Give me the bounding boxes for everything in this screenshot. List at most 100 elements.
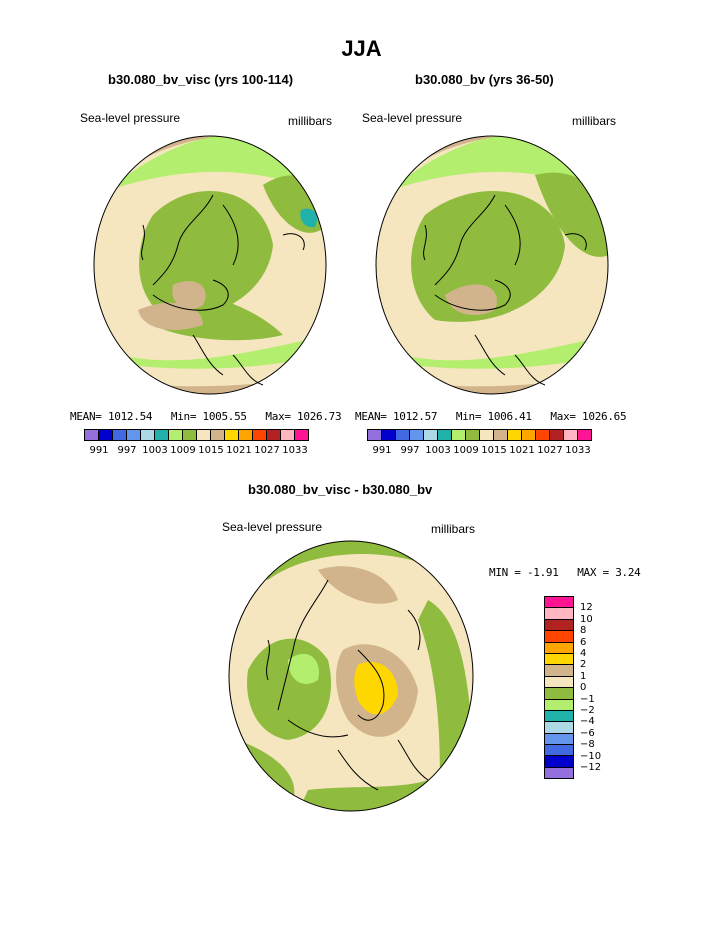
labelbar-tick-label: 1027 xyxy=(254,445,280,456)
diff-max: 3.24 xyxy=(615,566,641,579)
panel1-max-label: Max= xyxy=(265,410,291,423)
panel1-min-label: Min= xyxy=(170,410,197,423)
labelbar-swatch xyxy=(140,429,155,441)
diff-labelbar-tick-label: −4 xyxy=(580,716,595,728)
labelbar-swatch xyxy=(465,429,480,441)
labelbar-tick-label: 1009 xyxy=(170,445,196,456)
labelbar-tick-label: 1015 xyxy=(198,445,224,456)
labelbar-tick-label: 1021 xyxy=(509,445,535,456)
diff-labelbar-tick-label: 8 xyxy=(580,625,587,637)
labelbar-swatch xyxy=(168,429,183,441)
diff-min-label: MIN = xyxy=(489,566,521,579)
diff-labelbar-tick-label: 12 xyxy=(580,602,593,614)
labelbar-panel2-ticks: 991 997 1003 1009 1015 1021 1027 1033 xyxy=(368,445,608,459)
labelbar-swatch xyxy=(367,429,382,441)
panel2-max-label: Max= xyxy=(550,410,576,423)
labelbar-swatch xyxy=(479,429,494,441)
map-diff xyxy=(228,540,474,812)
labelbar-swatch xyxy=(507,429,522,441)
panel2-mean-label: MEAN= xyxy=(355,410,387,423)
labelbar-swatch xyxy=(266,429,281,441)
diff-labelbar-tick-label: 0 xyxy=(580,682,587,694)
labelbar-swatch xyxy=(451,429,466,441)
labelbar-swatch xyxy=(563,429,578,441)
diff-units: millibars xyxy=(431,522,476,536)
labelbar-swatch xyxy=(154,429,169,441)
labelbar-tick-label: 991 xyxy=(372,445,392,456)
panel2-stats: MEAN= 1012.57 Min= 1006.41 Max= 1026.65 xyxy=(355,410,627,423)
labelbar-tick-label: 1021 xyxy=(226,445,252,456)
diff-labelbar-tick-label: 1 xyxy=(580,670,587,682)
panel1-variable: Sea-level pressure xyxy=(80,111,181,125)
panel2-units: millibars xyxy=(572,114,617,128)
diff-labelbar-ticks: 12 10 8 6 4 2 1 0 −1 −2 −4 −6 −8 −10 −12 xyxy=(580,597,620,807)
labelbar-swatch xyxy=(395,429,410,441)
labelbar-tick-label: 997 xyxy=(400,445,420,456)
panel1-mean: 1012.54 xyxy=(107,410,153,423)
labelbar-swatch xyxy=(98,429,113,441)
diff-variable: Sea-level pressure xyxy=(222,520,323,534)
labelbar-tick-label: 997 xyxy=(117,445,137,456)
panel2-mean: 1012.57 xyxy=(392,410,438,423)
labelbar-swatch xyxy=(549,429,564,441)
panel1-units: millibars xyxy=(288,114,333,128)
labelbar-swatch xyxy=(493,429,508,441)
panel2-variable: Sea-level pressure xyxy=(362,111,463,125)
labelbar-swatch xyxy=(577,429,592,441)
diff-labelbar-tick-label: −10 xyxy=(580,750,602,762)
diff-labelbar-tick-label: −2 xyxy=(580,705,595,716)
diff-labelbar-tick-label: −8 xyxy=(580,739,595,751)
labelbar-panel1-ticks: 991 997 1003 1009 1015 1021 1027 1033 xyxy=(85,445,325,459)
panel2-min-label: Min= xyxy=(455,410,482,423)
panel2-max: 1026.65 xyxy=(582,410,627,423)
diff-labelbar xyxy=(544,596,574,780)
labelbar-panel1 xyxy=(84,429,309,441)
panel2-title: b30.080_bv (yrs 36-50) xyxy=(415,72,554,87)
labelbar-swatch xyxy=(409,429,424,441)
labelbar-tick-label: 1015 xyxy=(481,445,507,456)
labelbar-swatch xyxy=(84,429,99,441)
labelbar-swatch xyxy=(182,429,197,441)
diff-labelbar-swatch xyxy=(544,766,574,780)
labelbar-tick-label: 1009 xyxy=(453,445,479,456)
labelbar-swatch xyxy=(224,429,239,441)
map-panel2 xyxy=(375,135,609,395)
diff-min: -1.91 xyxy=(526,566,559,579)
labelbar-swatch xyxy=(521,429,536,441)
panel2-min: 1006.41 xyxy=(487,410,533,423)
labelbar-swatch xyxy=(210,429,225,441)
diff-labelbar-tick-label: 2 xyxy=(580,659,587,671)
labelbar-tick-label: 1003 xyxy=(142,445,168,456)
labelbar-swatch xyxy=(423,429,438,441)
labelbar-tick-label: 1033 xyxy=(282,445,308,456)
labelbar-swatch xyxy=(535,429,550,441)
labelbar-swatch xyxy=(437,429,452,441)
diff-labelbar-tick-label: −12 xyxy=(580,762,602,773)
diff-stats: MIN = -1.91 MAX = 3.24 xyxy=(489,566,641,579)
diff-labelbar-tick-label: −1 xyxy=(580,693,595,705)
labelbar-panel2 xyxy=(367,429,592,441)
labelbar-swatch xyxy=(252,429,267,441)
labelbar-swatch xyxy=(381,429,396,441)
labelbar-swatch xyxy=(238,429,253,441)
panel1-max: 1026.73 xyxy=(297,410,342,423)
labelbar-tick-label: 1003 xyxy=(425,445,451,456)
labelbar-swatch xyxy=(294,429,309,441)
diff-labelbar-tick-label: −6 xyxy=(580,727,595,739)
diff-labelbar-tick-label: 6 xyxy=(580,636,587,648)
panel1-mean-label: MEAN= xyxy=(70,410,102,423)
panel1-min: 1005.55 xyxy=(202,410,248,423)
main-title: JJA xyxy=(341,36,382,61)
panel1-stats: MEAN= 1012.54 Min= 1005.55 Max= 1026.73 xyxy=(70,410,342,423)
labelbar-swatch xyxy=(280,429,295,441)
labelbar-swatch xyxy=(196,429,211,441)
panel1-title: b30.080_bv_visc (yrs 100-114) xyxy=(108,72,294,87)
labelbar-swatch xyxy=(112,429,127,441)
map-panel1 xyxy=(93,135,327,395)
diff-labelbar-tick-label: 10 xyxy=(580,613,593,625)
diff-title: b30.080_bv_visc - b30.080_bv xyxy=(248,482,433,497)
labelbar-tick-label: 991 xyxy=(89,445,109,456)
labelbar-tick-label: 1033 xyxy=(565,445,591,456)
diff-labelbar-tick-label: 4 xyxy=(580,648,587,659)
labelbar-swatch xyxy=(126,429,141,441)
